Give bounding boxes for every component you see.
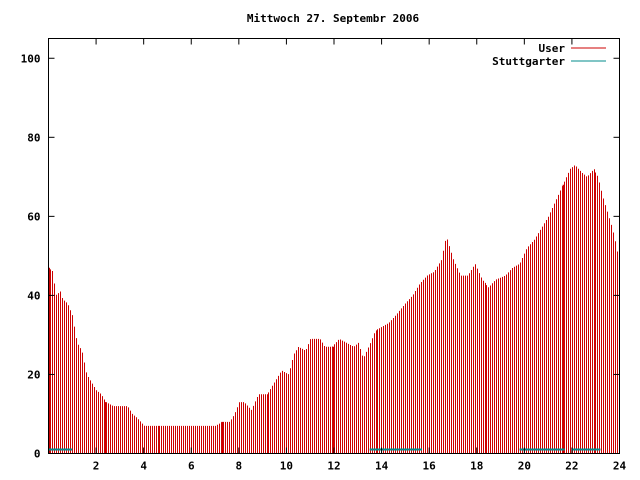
y-tick-label: 60 (27, 210, 40, 223)
legend-label-user: User (539, 42, 566, 55)
x-tick-label: 2 (93, 460, 100, 473)
legend: User Stuttgarter (492, 42, 606, 68)
x-tick-label: 14 (375, 460, 389, 473)
x-tick-label: 10 (280, 460, 293, 473)
x-tick-label: 20 (518, 460, 531, 473)
x-tick-label: 24 (613, 460, 627, 473)
x-tick-label: 12 (327, 460, 340, 473)
y-axis: 0 20 40 60 80 100 (21, 52, 620, 461)
x-tick-label: 16 (423, 460, 437, 473)
bars-layer (49, 165, 620, 454)
x-tick-label: 18 (470, 460, 483, 473)
chart-title: Mittwoch 27. Septembr 2006 (247, 12, 420, 25)
x-axis: 2 4 6 8 10 12 14 16 18 20 22 24 (93, 38, 627, 473)
x-tick-label: 8 (236, 460, 243, 473)
y-tick-label: 40 (27, 289, 40, 302)
x-tick-label: 22 (565, 460, 578, 473)
y-tick-label: 0 (34, 448, 41, 461)
y-tick-label: 80 (27, 131, 40, 144)
legend-label-stuttgarter: Stuttgarter (492, 55, 565, 68)
x-tick-label: 6 (188, 460, 195, 473)
y-tick-label: 20 (27, 368, 40, 381)
x-tick-label: 4 (140, 460, 147, 473)
y-tick-label: 100 (21, 52, 41, 65)
